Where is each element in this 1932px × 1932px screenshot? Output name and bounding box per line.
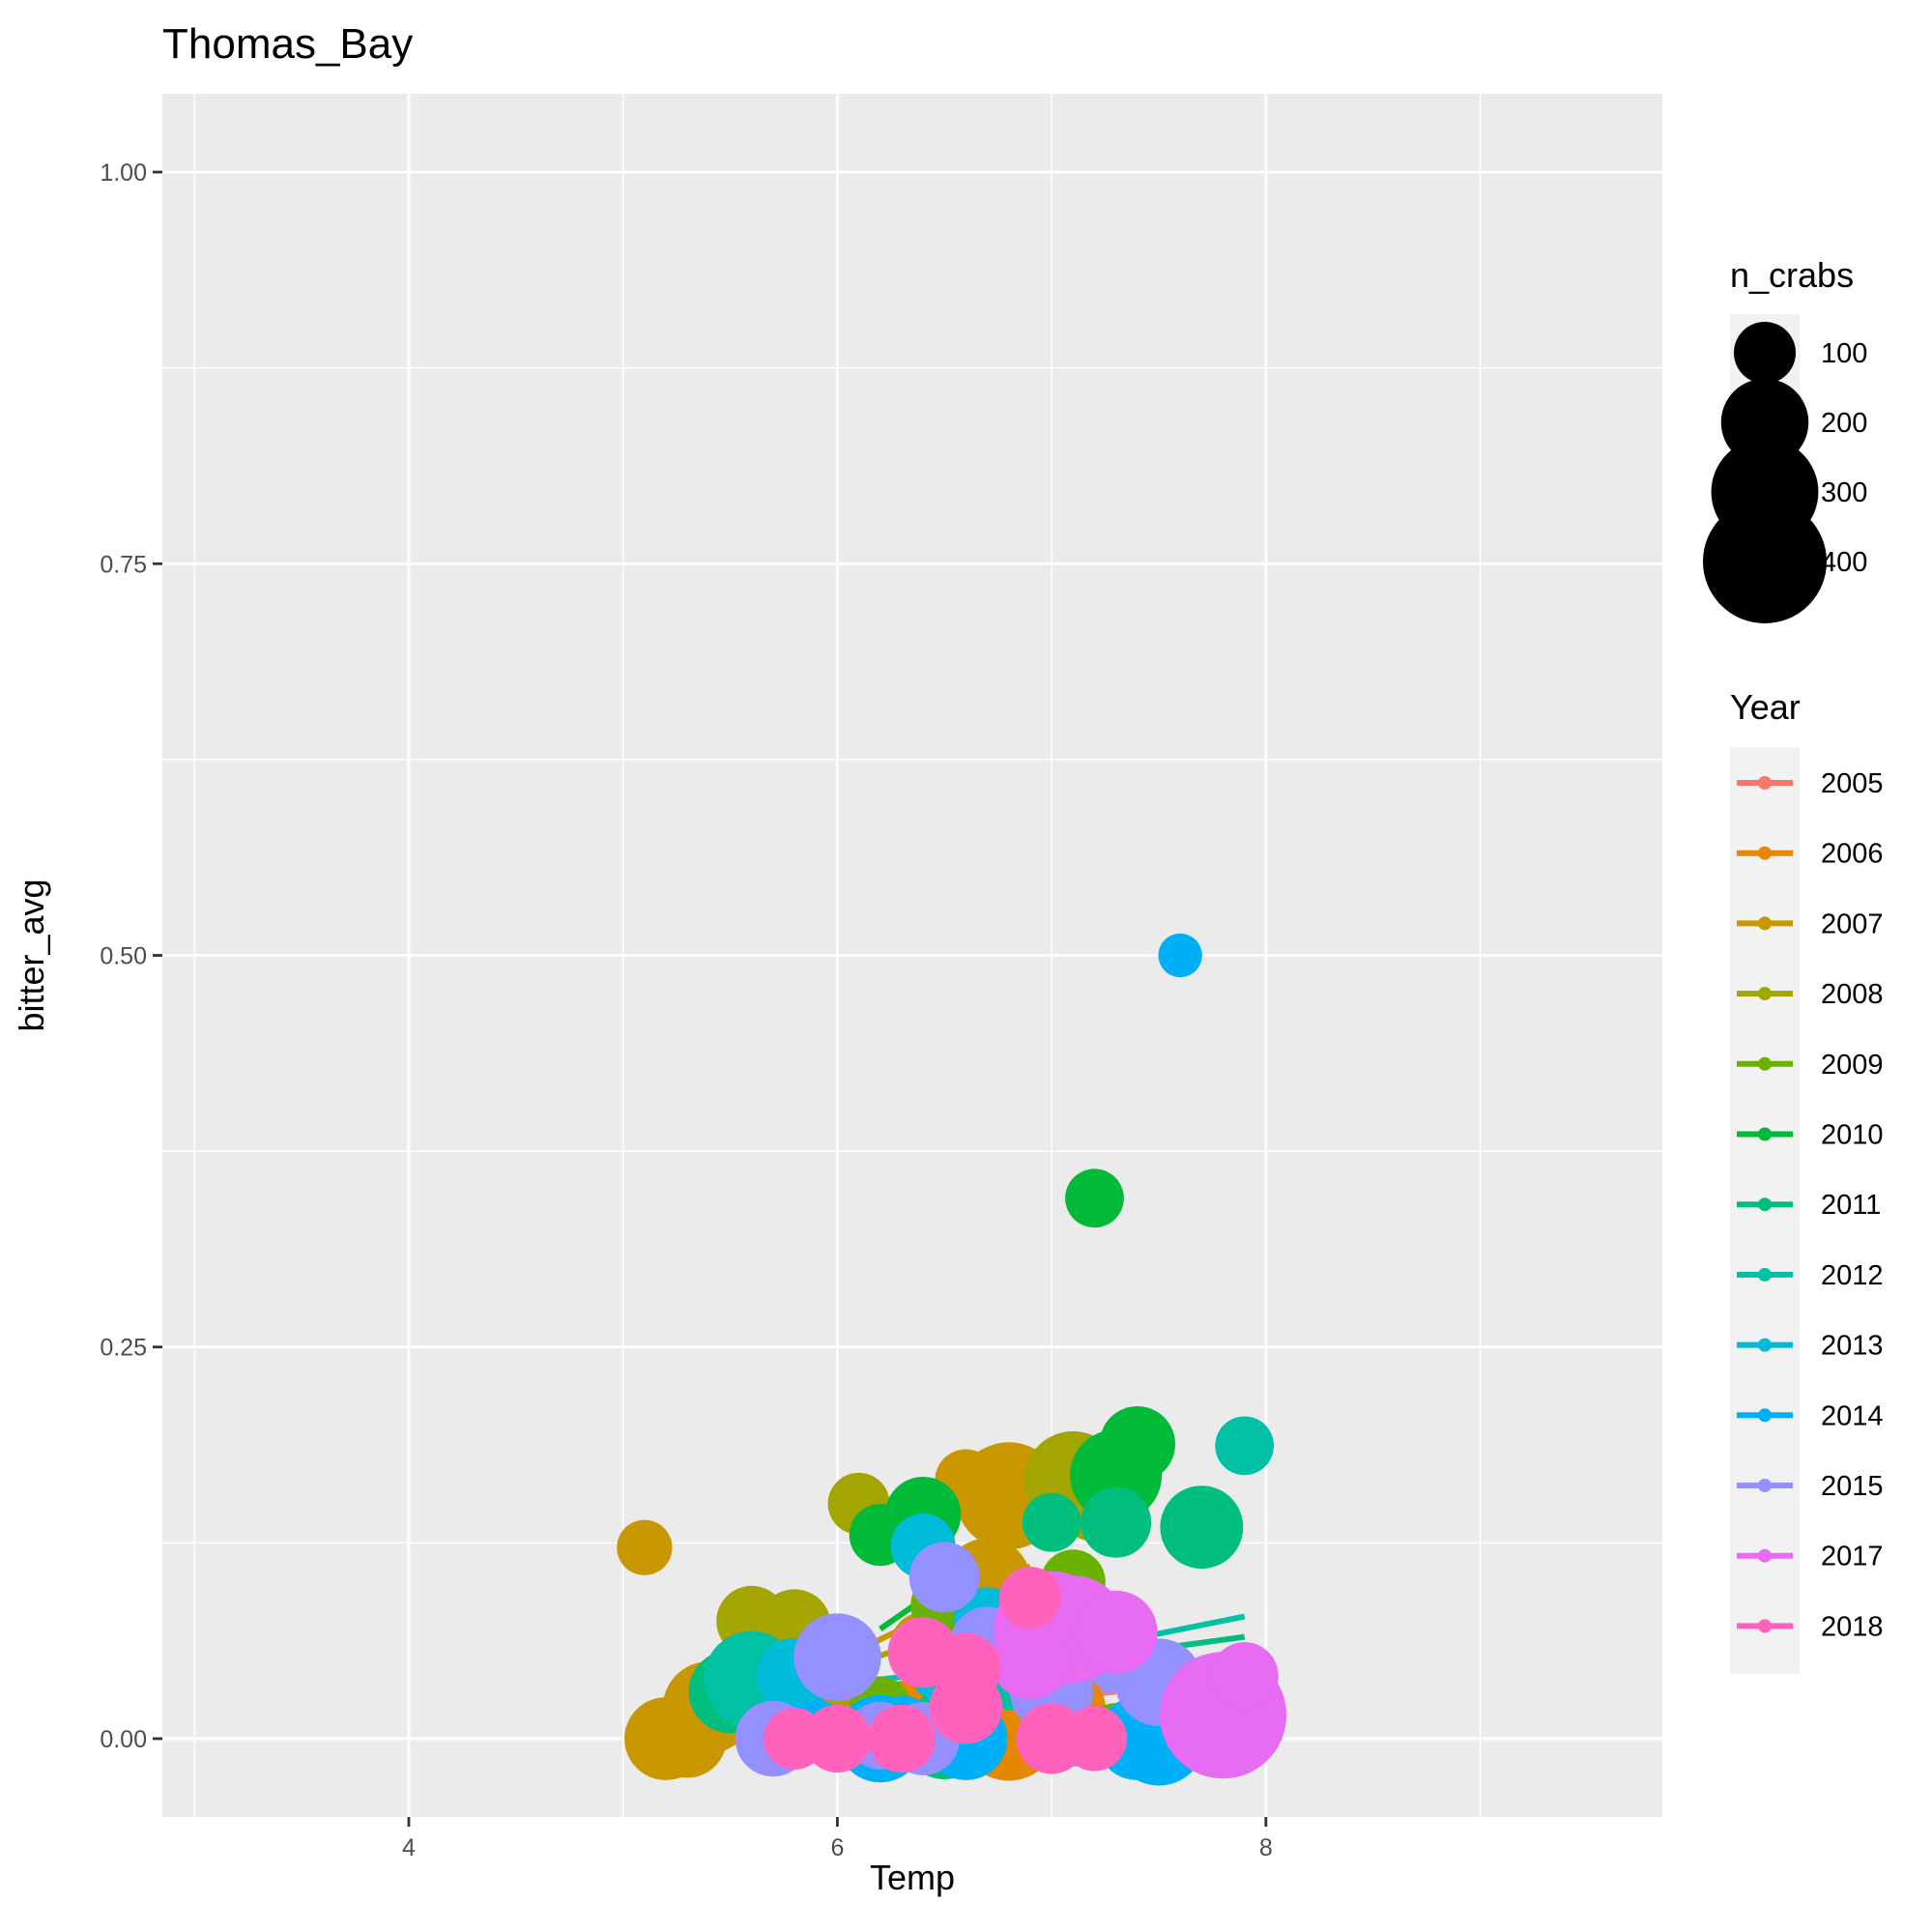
data-point-2010 [1065, 1168, 1124, 1228]
color-legend-key-dot [1758, 1479, 1772, 1492]
color-legend-label: 2007 [1821, 908, 1884, 939]
y-tick-label: 0.50 [100, 943, 147, 970]
data-point-2017 [1210, 1642, 1279, 1711]
color-legend-label: 2009 [1821, 1050, 1884, 1081]
size-legend-key [1703, 500, 1827, 623]
chart-title: Thomas_Bay [162, 20, 413, 68]
points-layer [617, 933, 1287, 1786]
color-legend: Year 2005 2006 2007 2008 2009 2010 2011 2012 201… [1730, 687, 1884, 1675]
color-legend-label: 2012 [1821, 1260, 1884, 1291]
x-tick-label: 4 [402, 1834, 416, 1861]
size-legend-key [1734, 322, 1796, 384]
color-legend-label: 2018 [1821, 1611, 1884, 1642]
color-legend-label: 2011 [1821, 1190, 1881, 1221]
color-legend-key-dot [1758, 987, 1772, 1001]
data-point-2012 [1215, 1416, 1275, 1476]
color-legend-key-dot [1758, 1408, 1772, 1423]
color-legend-label: 2017 [1821, 1542, 1884, 1572]
size-legend-label: 100 [1821, 338, 1867, 369]
color-legend-key-dot [1758, 1197, 1772, 1212]
size-legend-label: 300 [1821, 477, 1867, 508]
data-point-2018 [867, 1704, 936, 1773]
color-legend-label: 2008 [1821, 979, 1884, 1010]
data-point-2014 [1158, 933, 1202, 978]
color-legend-key-dot [1758, 846, 1772, 860]
data-point-2018 [803, 1704, 872, 1773]
y-tick-label: 1.00 [100, 159, 147, 187]
data-point-2018 [929, 1670, 1003, 1745]
x-tick-label: 6 [830, 1834, 844, 1861]
x-tick-label: 8 [1259, 1834, 1273, 1861]
color-legend-label: 2015 [1821, 1471, 1884, 1502]
data-point-2011 [1022, 1492, 1081, 1552]
size-legend-label: 400 [1821, 547, 1867, 578]
color-legend-key-dot [1758, 1267, 1772, 1282]
data-point-2011 [1081, 1486, 1152, 1558]
data-point-2015 [793, 1613, 881, 1701]
x-axis-title: Temp [870, 1858, 955, 1897]
y-tick-label: 0.25 [100, 1335, 147, 1362]
color-legend-title: Year [1730, 687, 1801, 727]
y-axis-title: bitter_avg [12, 879, 51, 1031]
y-tick-label: 0.75 [100, 551, 147, 578]
color-legend-key-dot [1758, 1127, 1772, 1141]
color-legend-label: 2010 [1821, 1120, 1884, 1151]
data-point-2011 [1160, 1485, 1244, 1570]
data-point-2017 [1074, 1590, 1158, 1674]
color-legend-key-dot [1758, 1619, 1772, 1633]
size-legend-title: n_crabs [1730, 255, 1854, 295]
color-legend-key-dot [1758, 776, 1772, 790]
color-legend-label: 2006 [1821, 839, 1884, 870]
size-legend: n_crabs 100 200 300 400 [1703, 255, 1867, 623]
color-legend-key-dot [1758, 1056, 1772, 1071]
color-legend-label: 2005 [1821, 768, 1884, 799]
data-point-2018 [1061, 1706, 1128, 1772]
y-tick-label: 0.00 [100, 1726, 147, 1753]
color-legend-label: 2013 [1821, 1331, 1884, 1362]
data-point-2017 [991, 1621, 1070, 1700]
axes-layer: 4 6 8 0.00 0.25 0.50 0.75 1.00 [100, 159, 1272, 1861]
data-point-2015 [908, 1542, 980, 1613]
color-legend-key-dot [1758, 1548, 1772, 1563]
data-point-2007 [617, 1519, 673, 1575]
data-point-2018 [998, 1567, 1061, 1629]
color-legend-key-dot [1758, 1338, 1772, 1352]
color-legend-label: 2014 [1821, 1400, 1884, 1431]
color-legend-key-dot [1758, 916, 1772, 931]
size-legend-label: 200 [1821, 408, 1867, 439]
